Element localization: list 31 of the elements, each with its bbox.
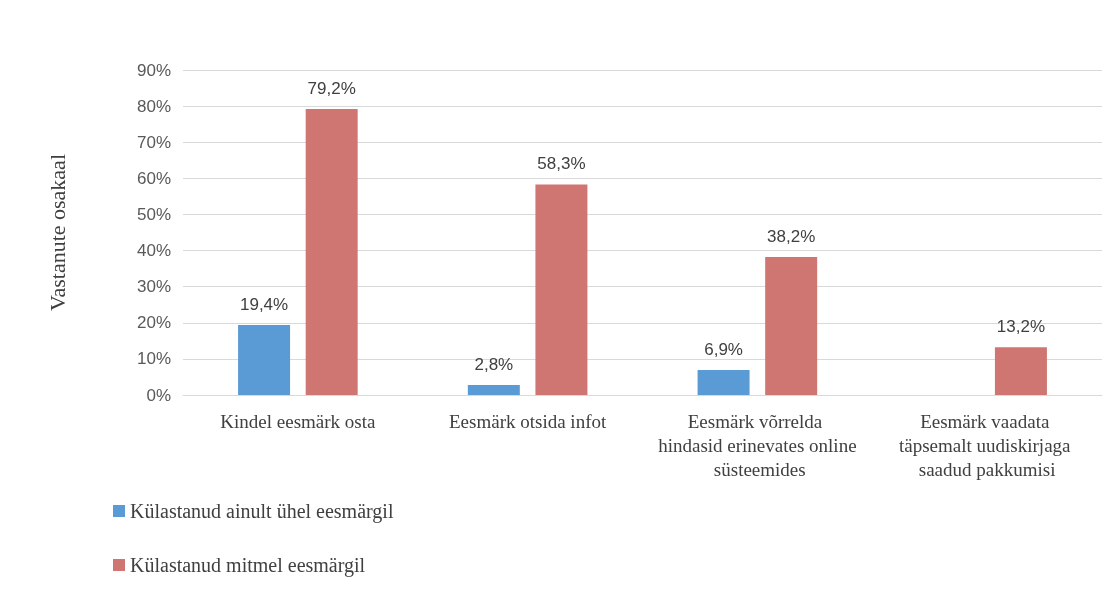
y-tick-label: 70% <box>136 132 171 152</box>
bar <box>994 347 1047 395</box>
y-tick-label: 80% <box>136 96 171 116</box>
x-tick-label: Eesmärk vaadata täpsemalt uudiskirjaga saadud pakkumisi <box>899 410 1076 480</box>
bar <box>305 109 358 395</box>
x-tick-label: Eesmärk võrrelda hindasid erinevates online süsteemides <box>658 410 857 480</box>
data-label: 79,2% <box>307 79 356 98</box>
bar <box>535 184 588 395</box>
data-label: 19,4% <box>239 294 289 314</box>
y-tick-label: 60% <box>136 168 171 188</box>
legend-label: Külastanud ainult ühel eesmärgil <box>130 500 394 523</box>
y-tick-label: 90% <box>136 60 171 80</box>
data-label: 13,2% <box>996 317 1046 337</box>
bar <box>765 257 818 395</box>
bar <box>467 384 520 395</box>
data-label: 6,9% <box>704 340 743 360</box>
y-axis-title: Vastanute osakaal <box>44 154 70 311</box>
data-label: 38,2% <box>767 227 816 247</box>
y-tick-label: 20% <box>136 313 171 333</box>
y-tick-label: 50% <box>136 204 171 224</box>
data-label: 58,3% <box>537 154 586 174</box>
y-tick-label: 40% <box>136 241 171 261</box>
x-tick-label: Eesmärk otsida infot <box>449 410 607 432</box>
y-tick-label: 0% <box>146 385 171 405</box>
legend-label: Külastanud mitmel eesmärgil <box>130 554 366 577</box>
x-tick-label: Kindel eesmärk osta <box>220 410 376 432</box>
bar <box>697 370 750 395</box>
bar <box>238 324 291 395</box>
y-tick-label: 30% <box>136 277 171 297</box>
y-tick-label: 10% <box>136 349 171 369</box>
data-label: 2,8% <box>474 354 514 374</box>
